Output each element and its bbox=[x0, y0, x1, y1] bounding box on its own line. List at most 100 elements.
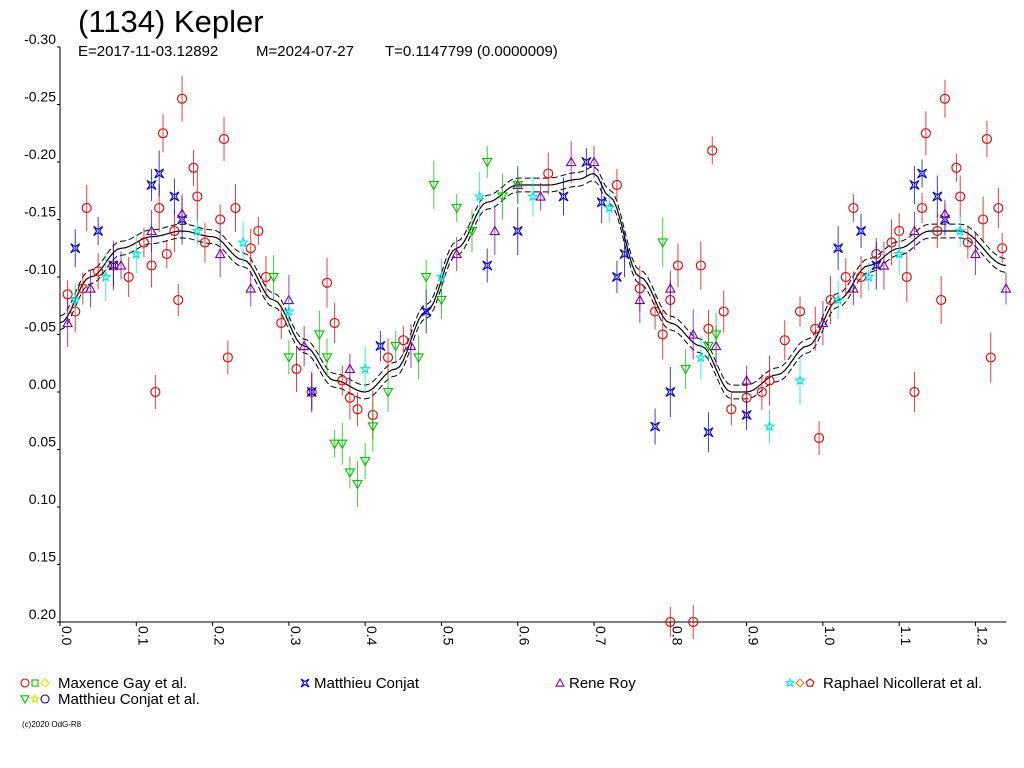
y-tick-label: -0.20 bbox=[24, 146, 56, 162]
data-point bbox=[108, 260, 119, 271]
data-point bbox=[970, 248, 981, 259]
data-point bbox=[951, 162, 962, 173]
data-point bbox=[291, 363, 302, 375]
data-point bbox=[237, 236, 249, 248]
legend-label: Matthieu Conjat et al. bbox=[58, 691, 200, 708]
x-tick-label: 0.6 bbox=[517, 626, 533, 646]
data-point bbox=[893, 247, 906, 259]
data-point bbox=[329, 317, 340, 329]
data-point bbox=[932, 191, 943, 202]
data-point bbox=[130, 247, 143, 259]
data-point bbox=[344, 468, 356, 479]
data-point bbox=[665, 387, 676, 397]
legend-entry: Matthieu Conjat bbox=[300, 675, 420, 692]
data-point bbox=[650, 421, 661, 432]
data-point bbox=[917, 168, 928, 179]
data-point bbox=[634, 294, 646, 305]
data-point bbox=[115, 259, 127, 270]
y-tick-label: 0.20 bbox=[29, 606, 56, 622]
data-point bbox=[558, 191, 569, 202]
data-point bbox=[512, 226, 523, 236]
data-point bbox=[177, 93, 188, 104]
data-point bbox=[603, 201, 616, 213]
data-point bbox=[535, 190, 547, 201]
data-point bbox=[1000, 282, 1012, 293]
data-point bbox=[611, 179, 622, 191]
data-point bbox=[199, 237, 211, 248]
data-point bbox=[283, 305, 295, 317]
data-point bbox=[466, 226, 478, 237]
legend-entry: Matthieu Conjat et al. bbox=[20, 691, 200, 708]
data-point bbox=[435, 270, 448, 282]
data-point bbox=[543, 168, 554, 179]
data-point bbox=[955, 191, 966, 202]
data-point bbox=[157, 128, 169, 139]
data-point bbox=[672, 260, 684, 271]
data-point bbox=[69, 293, 81, 305]
data-point bbox=[650, 306, 661, 317]
data-point bbox=[123, 271, 134, 283]
data-point bbox=[421, 306, 432, 317]
data-point bbox=[611, 272, 622, 282]
data-point bbox=[871, 260, 882, 271]
data-point bbox=[390, 341, 402, 352]
data-point bbox=[161, 248, 172, 260]
data-point bbox=[382, 352, 394, 363]
data-point bbox=[756, 386, 767, 398]
data-point bbox=[489, 225, 501, 236]
data-point bbox=[664, 282, 676, 293]
data-point bbox=[588, 156, 600, 167]
y-tick-label: -0.30 bbox=[24, 31, 56, 47]
data-point bbox=[359, 456, 371, 467]
data-point bbox=[981, 133, 992, 145]
x-tick-label: 0.7 bbox=[593, 626, 609, 646]
data-point bbox=[62, 317, 74, 328]
data-point bbox=[481, 157, 493, 168]
data-point bbox=[188, 162, 199, 173]
data-point bbox=[688, 616, 699, 628]
data-point bbox=[565, 156, 577, 167]
data-point bbox=[62, 289, 73, 300]
x-tick-label: 1.1 bbox=[898, 626, 914, 646]
legend: Maxence Gay et al. Matthieu Conjat Rene Ro… bbox=[20, 675, 982, 708]
data-point bbox=[665, 616, 676, 628]
legend-entry: Raphael Nicollerat et al. bbox=[784, 675, 982, 692]
data-point bbox=[917, 202, 928, 214]
y-tick-label: -0.05 bbox=[24, 319, 56, 335]
data-point bbox=[832, 293, 844, 305]
data-point bbox=[695, 260, 706, 271]
data-point bbox=[413, 353, 424, 364]
data-point bbox=[337, 375, 348, 386]
data-point bbox=[146, 260, 157, 271]
data-point bbox=[920, 128, 931, 139]
data-point bbox=[978, 214, 989, 225]
series-4 bbox=[69, 171, 967, 444]
data-point bbox=[909, 180, 920, 190]
data-point bbox=[680, 364, 692, 375]
fit-band-upper bbox=[59, 166, 1007, 386]
data-point bbox=[70, 243, 81, 254]
data-point bbox=[856, 226, 867, 236]
data-point bbox=[283, 353, 295, 364]
data-point bbox=[99, 270, 112, 282]
period-label: T=0.1147799 (0.0000009) bbox=[385, 43, 558, 60]
data-point bbox=[81, 202, 92, 214]
x-tick-label: 0.1 bbox=[135, 626, 151, 646]
data-point bbox=[939, 93, 951, 104]
data-point bbox=[375, 341, 386, 351]
data-point bbox=[527, 190, 539, 202]
data-point bbox=[886, 237, 897, 248]
data-point bbox=[192, 191, 203, 202]
x-tick-label: 1.2 bbox=[974, 626, 990, 646]
data-point bbox=[779, 335, 790, 346]
data-point bbox=[848, 202, 859, 214]
data-point bbox=[321, 277, 333, 288]
data-point bbox=[146, 225, 157, 236]
data-point bbox=[710, 330, 722, 341]
data-point bbox=[763, 420, 776, 432]
data-point bbox=[985, 352, 996, 363]
legend-marker bbox=[40, 678, 50, 688]
data-point bbox=[936, 294, 947, 306]
mid-date-label: M=2024-07-27 bbox=[256, 43, 354, 60]
